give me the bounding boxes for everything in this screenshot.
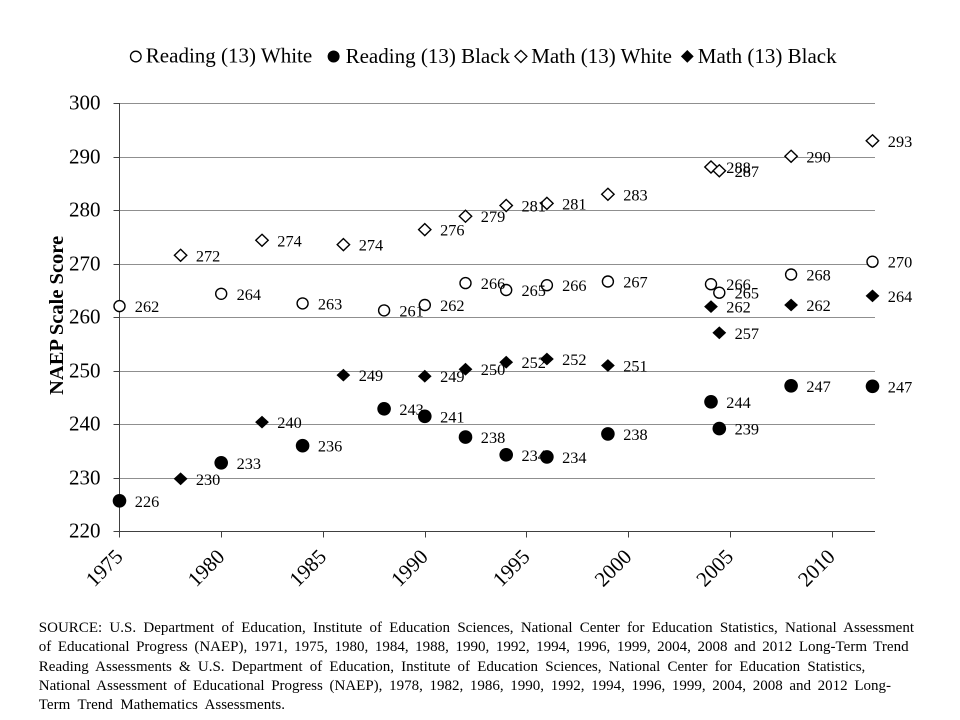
svg-text:274: 274 <box>359 236 383 255</box>
svg-text:252: 252 <box>562 350 586 369</box>
svg-text:280: 280 <box>69 197 101 221</box>
svg-text:287: 287 <box>735 162 759 181</box>
svg-text:270: 270 <box>69 251 101 275</box>
svg-text:230: 230 <box>69 465 101 489</box>
svg-text:249: 249 <box>359 366 383 385</box>
svg-text:240: 240 <box>277 413 301 432</box>
svg-text:281: 281 <box>562 194 586 213</box>
svg-text:266: 266 <box>481 274 505 293</box>
svg-text:290: 290 <box>806 147 830 166</box>
svg-text:281: 281 <box>522 197 546 216</box>
svg-text:240: 240 <box>69 411 101 435</box>
svg-text:234: 234 <box>562 448 586 467</box>
svg-text:252: 252 <box>522 353 546 372</box>
svg-text:234: 234 <box>522 446 546 465</box>
svg-text:243: 243 <box>399 400 423 419</box>
svg-text:262: 262 <box>135 297 159 316</box>
svg-text:283: 283 <box>623 185 647 204</box>
svg-text:251: 251 <box>623 357 647 376</box>
svg-text:249: 249 <box>440 367 464 386</box>
svg-text:260: 260 <box>69 304 101 328</box>
svg-text:262: 262 <box>806 296 830 315</box>
svg-text:265: 265 <box>735 284 759 303</box>
svg-text:220: 220 <box>69 518 101 542</box>
svg-text:274: 274 <box>277 231 301 250</box>
svg-text:288: 288 <box>726 158 750 177</box>
svg-text:293: 293 <box>888 132 912 151</box>
svg-text:257: 257 <box>735 324 759 343</box>
svg-text:263: 263 <box>318 294 342 313</box>
svg-text:262: 262 <box>440 296 464 315</box>
svg-text:272: 272 <box>196 246 220 265</box>
svg-text:236: 236 <box>318 437 342 456</box>
svg-text:264: 264 <box>237 285 261 304</box>
svg-text:276: 276 <box>440 221 464 240</box>
svg-text:279: 279 <box>481 207 505 226</box>
svg-text:265: 265 <box>522 281 546 300</box>
svg-text:230: 230 <box>196 470 220 489</box>
svg-text:290: 290 <box>69 144 101 168</box>
svg-text:250: 250 <box>69 358 101 382</box>
svg-text:Math (13) Black: Math (13) Black <box>698 44 837 68</box>
svg-text:266: 266 <box>562 276 586 295</box>
svg-text:300: 300 <box>69 90 101 114</box>
svg-text:Math (13) White: Math (13) White <box>531 44 672 68</box>
svg-text:270: 270 <box>888 253 912 272</box>
svg-text:250: 250 <box>481 360 505 379</box>
svg-text:261: 261 <box>399 301 423 320</box>
svg-text:241: 241 <box>440 407 464 426</box>
svg-text:247: 247 <box>888 377 912 396</box>
svg-text:226: 226 <box>135 492 159 511</box>
svg-text:262: 262 <box>726 298 750 317</box>
svg-text:247: 247 <box>806 377 830 396</box>
svg-text:268: 268 <box>806 266 830 285</box>
svg-text:266: 266 <box>726 275 750 294</box>
svg-text:239: 239 <box>735 420 759 439</box>
svg-text:233: 233 <box>237 454 261 473</box>
svg-text:Reading (13) Black: Reading (13) Black <box>346 44 511 68</box>
svg-text:244: 244 <box>726 393 750 412</box>
svg-text:NAEP Scale Score: NAEP Scale Score <box>46 236 68 395</box>
svg-text:Reading (13) White: Reading (13) White <box>146 44 312 68</box>
svg-text:238: 238 <box>623 425 647 444</box>
svg-text:238: 238 <box>481 428 505 447</box>
svg-text:267: 267 <box>623 273 647 292</box>
svg-text:264: 264 <box>888 287 912 306</box>
